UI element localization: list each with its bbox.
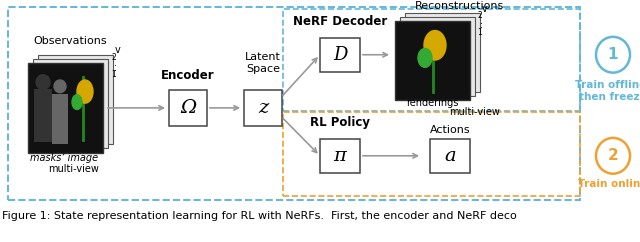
FancyBboxPatch shape — [244, 90, 282, 126]
FancyBboxPatch shape — [320, 139, 360, 173]
FancyBboxPatch shape — [405, 13, 480, 91]
Text: π: π — [333, 147, 346, 165]
FancyBboxPatch shape — [395, 21, 470, 100]
Text: NeRF Decoder: NeRF Decoder — [293, 15, 387, 28]
FancyBboxPatch shape — [400, 17, 475, 96]
Text: masks’ image: masks’ image — [30, 153, 98, 163]
FancyBboxPatch shape — [320, 38, 360, 72]
Ellipse shape — [72, 95, 82, 109]
Text: Actions: Actions — [429, 125, 470, 135]
Ellipse shape — [424, 30, 446, 60]
Text: a: a — [444, 147, 456, 165]
Text: Ω: Ω — [180, 99, 196, 117]
FancyBboxPatch shape — [52, 94, 68, 144]
Text: z: z — [258, 99, 268, 117]
FancyBboxPatch shape — [38, 55, 113, 144]
FancyBboxPatch shape — [169, 90, 207, 126]
Text: multi-view: multi-view — [48, 164, 99, 174]
Text: RL Policy: RL Policy — [310, 116, 370, 129]
Text: 2: 2 — [607, 148, 618, 163]
Text: Encoder: Encoder — [161, 69, 215, 83]
Text: .: . — [114, 62, 117, 73]
Text: v: v — [482, 4, 488, 14]
Text: Train online: Train online — [579, 179, 640, 189]
Circle shape — [36, 75, 50, 90]
Text: Latent
Space: Latent Space — [245, 52, 281, 74]
Text: .: . — [480, 20, 483, 30]
Text: D: D — [333, 46, 347, 64]
Text: Reconstructions: Reconstructions — [415, 1, 504, 11]
Text: 2: 2 — [111, 53, 116, 62]
Circle shape — [54, 80, 66, 93]
Text: multi-view: multi-view — [449, 107, 500, 117]
Text: v: v — [115, 45, 121, 55]
Text: .: . — [480, 16, 483, 26]
Ellipse shape — [418, 48, 432, 67]
Text: 1: 1 — [608, 47, 618, 62]
Text: 2: 2 — [478, 11, 483, 20]
Ellipse shape — [77, 80, 93, 103]
Text: 1: 1 — [477, 28, 482, 37]
FancyBboxPatch shape — [33, 59, 108, 148]
Text: renderings: renderings — [406, 98, 459, 108]
FancyBboxPatch shape — [28, 63, 103, 153]
FancyBboxPatch shape — [34, 90, 52, 142]
Text: Observations: Observations — [34, 36, 108, 46]
Text: Figure 1: State representation learning for RL with NeRFs.  First, the encoder a: Figure 1: State representation learning … — [2, 211, 516, 221]
Text: .: . — [114, 58, 117, 68]
Text: 1: 1 — [111, 70, 116, 79]
FancyBboxPatch shape — [430, 139, 470, 173]
Text: Train offline,
then freeze: Train offline, then freeze — [575, 80, 640, 102]
